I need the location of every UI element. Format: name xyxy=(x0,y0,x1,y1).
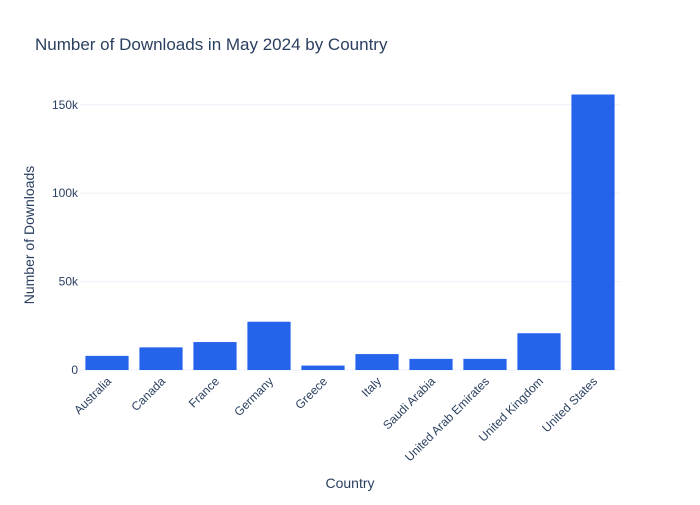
bar-saudi-arabia[interactable] xyxy=(409,358,453,370)
x-tick-label: Canada xyxy=(128,374,168,414)
y-tick-label: 100k xyxy=(52,186,79,200)
bar-united-arab-emirates[interactable] xyxy=(463,358,507,370)
x-tick-label: Italy xyxy=(359,374,384,399)
x-tick-label: Saudi Arabia xyxy=(380,374,438,432)
x-tick-label: Germany xyxy=(231,374,276,419)
bar-germany[interactable] xyxy=(247,321,291,370)
bar-greece[interactable] xyxy=(301,365,345,370)
y-tick-label: 0 xyxy=(71,363,78,377)
gridlines xyxy=(80,104,620,371)
bar-united-states[interactable] xyxy=(571,94,615,371)
bar-canada[interactable] xyxy=(139,347,183,370)
x-tick-label: United States xyxy=(539,374,600,435)
x-axis-title: Country xyxy=(325,475,374,491)
bar-united-kingdom[interactable] xyxy=(517,333,561,370)
y-tick-label: 50k xyxy=(59,275,79,289)
x-tick-label: Australia xyxy=(71,374,114,417)
bars xyxy=(85,94,615,371)
bar-france[interactable] xyxy=(193,342,237,370)
chart-title: Number of Downloads in May 2024 by Count… xyxy=(35,35,388,54)
x-axis-ticks: Australia Canada France Germany Greece ItalyS… xyxy=(71,374,600,464)
y-axis-ticks: 0 50k 100k 150k xyxy=(52,98,79,377)
bar-italy[interactable] xyxy=(355,354,399,370)
y-axis-title: Number of Downloads xyxy=(21,166,37,305)
y-tick-label: 150k xyxy=(52,98,79,112)
x-tick-label: Greece xyxy=(292,374,330,412)
x-tick-label: France xyxy=(186,374,223,411)
bar-australia[interactable] xyxy=(85,355,129,370)
